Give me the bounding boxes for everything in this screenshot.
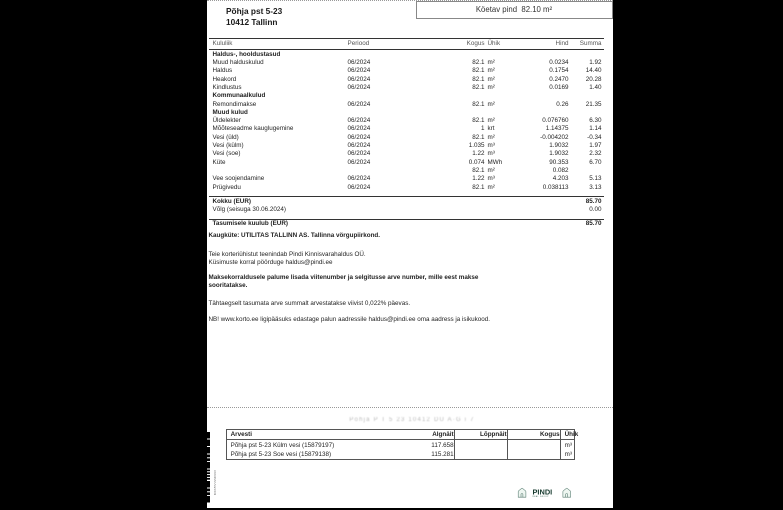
svg-text:000500002004: 000500002004 xyxy=(213,470,216,495)
svg-text:REAL GROUP: REAL GROUP xyxy=(533,495,550,498)
